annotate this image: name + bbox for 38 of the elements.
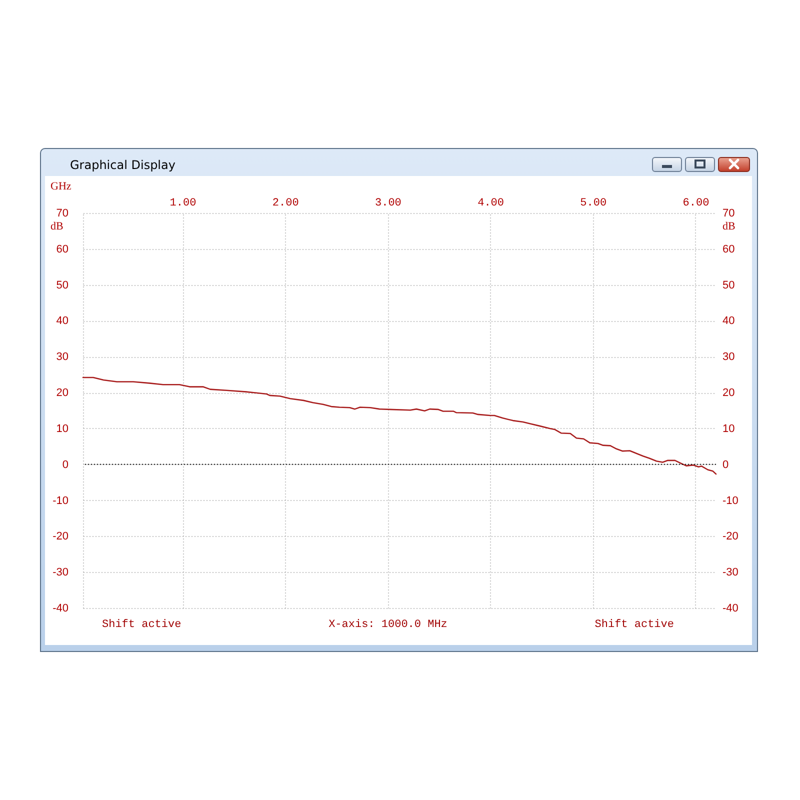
y2-tick-label: 40 (722, 315, 735, 328)
y2-tick-label: 70 (722, 208, 735, 220)
y-tick-label: -10 (52, 494, 68, 507)
y2-tick-label: -20 (722, 530, 738, 543)
x-tick-label: 4.00 (478, 198, 504, 210)
y-tick-label: 20 (56, 387, 68, 400)
x-tick-label: 2.00 (272, 198, 299, 210)
y2-tick-label: -40 (722, 602, 738, 614)
y2-tick-label: 60 (722, 243, 735, 256)
text: Shift active (594, 619, 674, 631)
y-tick-label: 40 (56, 315, 68, 328)
line-series (82, 376, 717, 475)
y2-tick-label: 10 (722, 422, 735, 435)
y2-tick-label: -30 (722, 566, 738, 579)
y-tick-label: 0 (62, 458, 68, 471)
y2-tick-label: 30 (722, 351, 735, 364)
y2-tick-label: -10 (722, 494, 738, 507)
x-tick-label: 1.00 (170, 198, 196, 210)
text: X-axis: 1000.0 MHz (328, 619, 448, 631)
y2-axis-title: dB (722, 220, 736, 232)
y-tick-label: -30 (52, 566, 68, 579)
x-tick-label: 5.00 (580, 198, 607, 210)
y-axis-title: dB (50, 220, 64, 232)
y-tick-label: -40 (52, 602, 68, 614)
y-tick-label: 60 (56, 243, 68, 256)
text: Shift active (102, 619, 182, 631)
y-tick-label: -20 (52, 530, 68, 543)
x-tick-label: 3.00 (375, 198, 402, 210)
x-tick-label: 6.00 (682, 198, 710, 210)
x-axis-title: GHz (50, 180, 72, 192)
y-tick-label: 50 (56, 279, 68, 292)
y2-tick-label: 50 (722, 279, 735, 292)
y-tick-label: 30 (56, 351, 68, 364)
y-tick-label: 10 (56, 422, 68, 435)
chart-title: Graphical Display (70, 158, 176, 172)
y-tick-label: 70 (56, 208, 68, 220)
y2-tick-label: 0 (722, 458, 729, 471)
y2-tick-label: 20 (722, 387, 735, 400)
